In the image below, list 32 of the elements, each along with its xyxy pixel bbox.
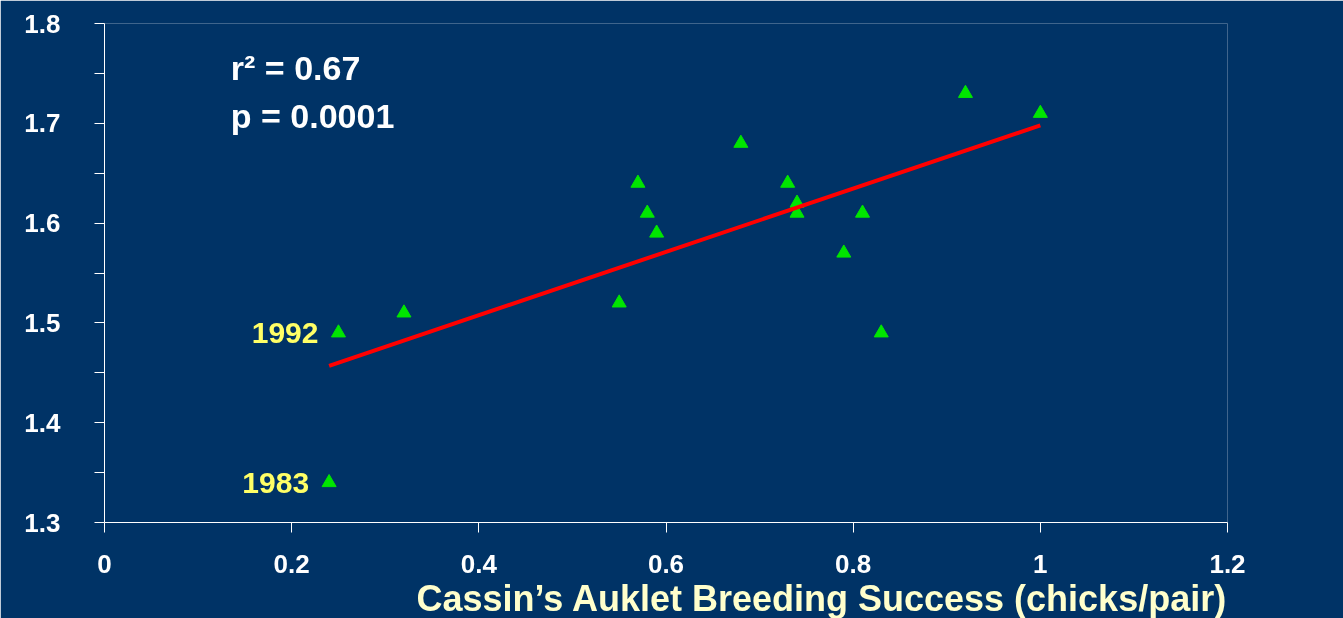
y-tick-label: 1.6	[24, 208, 61, 239]
point	[649, 224, 665, 238]
point	[396, 304, 412, 318]
point	[957, 84, 973, 98]
x-tick-label: 0.2	[273, 548, 310, 579]
x-tick-label: 0.4	[460, 548, 498, 579]
point	[733, 134, 749, 148]
x-tick-label: 1.2	[1209, 548, 1246, 579]
point	[780, 174, 796, 188]
point	[873, 324, 889, 338]
point	[330, 324, 346, 338]
point	[321, 474, 337, 488]
y-tick-label: 1.3	[24, 507, 61, 538]
y-tick-label: 1.8	[24, 8, 61, 39]
y-tick-label: 1.5	[24, 307, 61, 338]
y-tick-label: 1.7	[24, 108, 61, 139]
point	[1032, 104, 1048, 118]
point	[639, 204, 655, 218]
point	[855, 204, 871, 218]
annotation: 1983	[242, 465, 310, 499]
point	[630, 174, 646, 188]
x-tick-label: 0.8	[835, 548, 872, 579]
annotation: 1992	[251, 315, 319, 349]
annotation: p = 0.0001	[230, 97, 395, 136]
x-tick-label: 0	[97, 548, 112, 579]
point	[836, 244, 852, 258]
point	[611, 294, 627, 308]
x-axis-title: Cassin’s Auklet Breeding Success (chicks/pair)	[416, 577, 1227, 618]
x-tick-label: 1	[1033, 548, 1048, 579]
y-tick-label: 1.4	[24, 407, 62, 438]
annotation: r² = 0.67	[230, 49, 361, 88]
x-tick-label: 0.6	[647, 548, 685, 579]
